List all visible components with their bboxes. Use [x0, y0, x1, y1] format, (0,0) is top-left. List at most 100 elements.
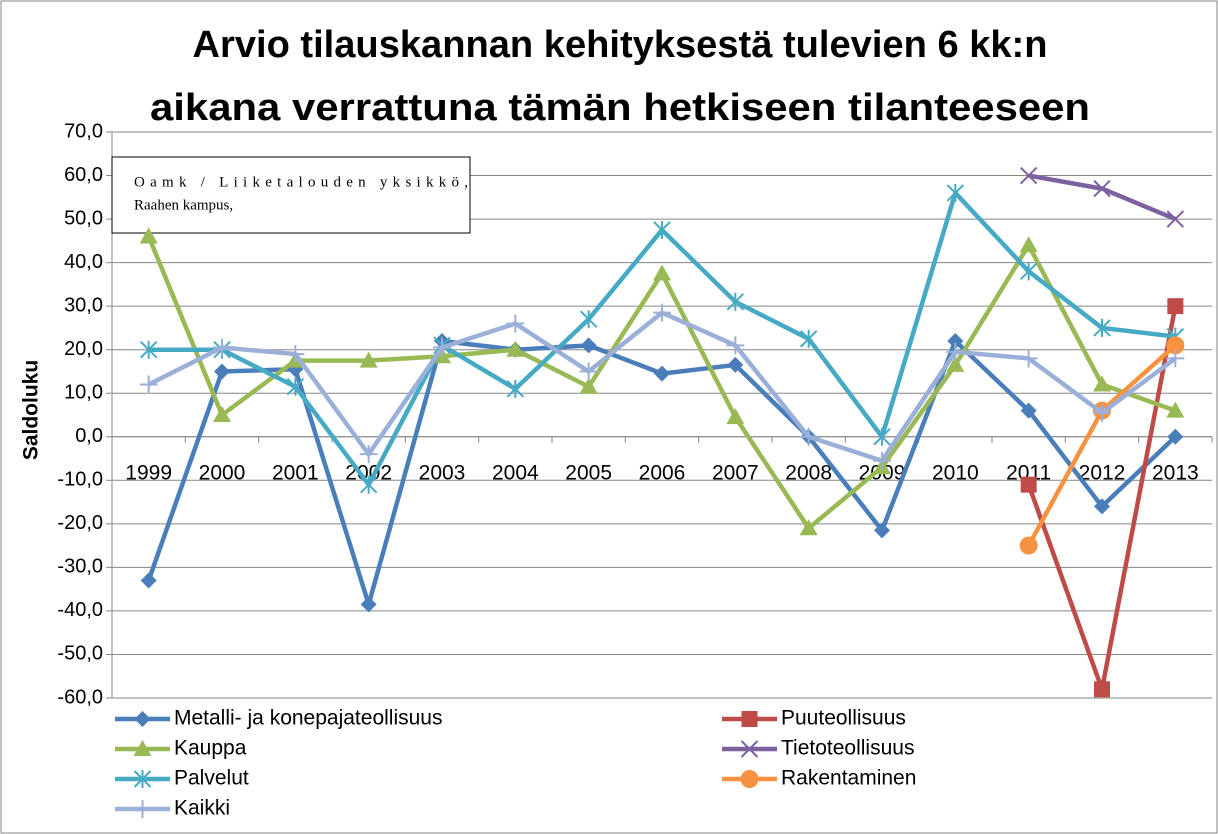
marker [654, 365, 670, 382]
marker [579, 362, 598, 381]
x-tick-label: 2007 [712, 461, 759, 484]
marker [1166, 210, 1185, 228]
marker [947, 332, 964, 349]
y-tick-label: -50,0 [57, 643, 103, 665]
marker [1019, 166, 1038, 185]
legend-label: Palvelut [174, 767, 249, 790]
marker [726, 336, 745, 355]
marker [1019, 236, 1038, 253]
legend-marker [741, 711, 758, 727]
marker [1020, 402, 1037, 419]
marker [1093, 375, 1111, 392]
chart-title: Arvio tilauskannan kehityksestä tulevien… [193, 24, 1048, 66]
legend-label: Tietoteollisuus [781, 737, 914, 760]
marker [213, 338, 231, 357]
marker [139, 227, 158, 244]
y-tick-label: 70,0 [64, 120, 103, 142]
marker [140, 572, 157, 589]
legend-marker [133, 740, 152, 756]
marker [1020, 476, 1037, 493]
legend-marker [133, 770, 152, 788]
legend-label: Metalli- ja konepajateollisuus [174, 707, 442, 730]
y-tick-label: -30,0 [57, 556, 103, 578]
marker [433, 338, 451, 357]
marker [653, 220, 671, 239]
marker [946, 183, 965, 202]
legend-label: Kauppa [174, 737, 247, 760]
marker [286, 377, 305, 396]
marker [579, 310, 598, 329]
y-tick-label: -20,0 [57, 512, 103, 534]
marker [1093, 318, 1111, 337]
marker [1094, 498, 1110, 515]
marker [1166, 336, 1185, 355]
x-tick-label: 1999 [125, 461, 172, 484]
y-tick-label: 0,0 [75, 425, 103, 447]
legend-label: Rakentaminen [781, 767, 916, 790]
marker [1093, 179, 1111, 198]
marker [1094, 681, 1110, 698]
marker [359, 445, 378, 464]
y-axis-label: Saldoluku [20, 360, 43, 460]
marker [1167, 428, 1184, 445]
marker [359, 475, 378, 494]
annotation: Oamk / Liiketalouden yksikkö, [134, 174, 468, 190]
marker [873, 427, 891, 446]
marker [727, 356, 744, 373]
marker [139, 375, 158, 394]
x-tick-label: 2006 [639, 461, 686, 484]
marker [1166, 401, 1185, 418]
legend-label: Puuteollisuus [781, 707, 906, 730]
y-tick-label: -40,0 [57, 599, 103, 621]
x-tick-label: 2004 [492, 461, 539, 484]
x-tick-label: 2010 [932, 461, 979, 484]
marker [360, 596, 377, 613]
marker [874, 522, 890, 539]
marker [286, 345, 305, 364]
marker [653, 264, 671, 281]
x-tick-label: 2011 [1006, 461, 1051, 484]
annotation: Raahen kampus, [134, 197, 233, 213]
marker [726, 408, 745, 425]
legend-marker [133, 800, 152, 818]
y-tick-label: 20,0 [64, 338, 103, 360]
y-tick-label: -10,0 [57, 469, 103, 491]
marker [799, 519, 818, 536]
legend-marker [740, 740, 759, 758]
marker [873, 451, 891, 470]
x-tick-label: 2003 [419, 461, 466, 484]
legend-marker [740, 770, 759, 788]
marker [1167, 298, 1184, 315]
marker [946, 355, 965, 372]
marker [359, 351, 378, 368]
y-tick-label: 30,0 [64, 294, 103, 316]
legend-label: Kaikki [174, 797, 230, 820]
marker [799, 329, 818, 348]
marker [139, 340, 158, 359]
x-tick-label: 2005 [565, 461, 612, 484]
marker [506, 314, 525, 333]
marker [653, 303, 671, 322]
marker [726, 292, 745, 311]
y-tick-label: 10,0 [64, 382, 103, 404]
marker [1093, 403, 1111, 422]
marker [506, 340, 525, 357]
marker [579, 377, 598, 394]
y-tick-label: 50,0 [64, 207, 103, 229]
x-tick-label: 2008 [785, 461, 832, 484]
marker [1166, 349, 1185, 368]
y-tick-label: 60,0 [64, 164, 103, 186]
marker [1019, 536, 1038, 555]
marker [1019, 349, 1038, 368]
x-tick-label: 2000 [199, 461, 246, 484]
marker [1019, 262, 1038, 281]
marker [506, 379, 525, 398]
annotation-box [111, 156, 471, 234]
marker [580, 337, 597, 354]
marker [214, 363, 230, 380]
marker [799, 427, 818, 446]
y-tick-label: 40,0 [64, 251, 103, 273]
x-tick-label: 2012 [1079, 461, 1126, 484]
marker [946, 342, 965, 361]
